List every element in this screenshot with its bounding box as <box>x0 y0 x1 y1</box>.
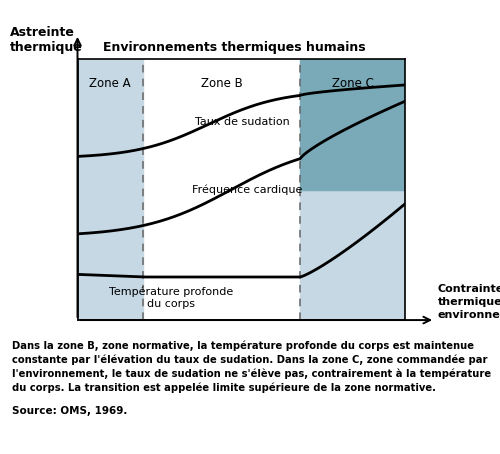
Text: Dans la zone B, zone normative, la température profonde du corps est maintenue
c: Dans la zone B, zone normative, la tempé… <box>12 340 492 393</box>
Text: thermique: thermique <box>10 41 83 54</box>
Text: Source: OMS, 1969.: Source: OMS, 1969. <box>12 406 128 416</box>
Bar <box>300 190 405 320</box>
Text: Zone C: Zone C <box>332 77 374 90</box>
Text: Contrainte
thermique
environnementale: Contrainte thermique environnementale <box>438 284 500 320</box>
Text: Zone A: Zone A <box>90 77 131 90</box>
Text: Fréquence cardique: Fréquence cardique <box>192 184 302 195</box>
Text: Environnements thermiques humains: Environnements thermiques humains <box>102 41 365 54</box>
Text: Taux de sudation: Taux de sudation <box>196 117 290 127</box>
Text: Zone B: Zone B <box>200 77 242 90</box>
Text: Température profonde
du corps: Température profonde du corps <box>108 286 233 309</box>
Bar <box>78 59 143 320</box>
Text: Astreinte: Astreinte <box>10 25 75 39</box>
Bar <box>300 59 405 190</box>
